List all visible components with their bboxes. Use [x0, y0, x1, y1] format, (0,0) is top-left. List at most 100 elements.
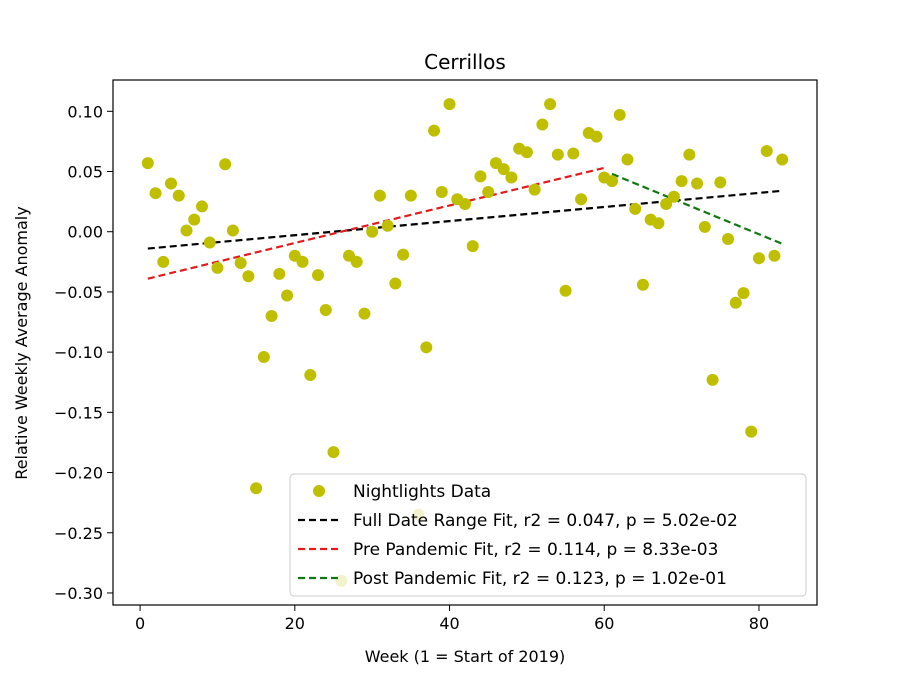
data-point: [188, 213, 201, 226]
y-tick-label: −0.15: [54, 403, 103, 422]
data-point: [575, 193, 588, 206]
data-point: [350, 255, 363, 268]
data-point: [621, 153, 634, 166]
data-point: [157, 255, 170, 268]
data-point: [428, 124, 441, 137]
data-point: [474, 170, 487, 183]
data-point: [752, 252, 765, 265]
data-point: [745, 425, 758, 438]
x-tick-label: 60: [594, 614, 614, 633]
data-point: [768, 249, 781, 262]
legend-label: Nightlights Data: [353, 482, 491, 502]
y-tick-label: 0.00: [67, 223, 103, 242]
data-point: [172, 189, 185, 202]
data-point: [706, 373, 719, 386]
y-tick-label: −0.10: [54, 343, 103, 362]
data-point: [242, 270, 255, 283]
data-point: [729, 296, 742, 309]
data-point: [551, 148, 564, 161]
data-point: [482, 185, 495, 198]
data-point: [466, 240, 479, 253]
data-point: [219, 158, 232, 171]
data-point: [203, 236, 216, 249]
x-axis-ticks: 0 20 40 60 80: [135, 605, 769, 633]
y-tick-label: −0.20: [54, 464, 103, 483]
data-point: [312, 269, 325, 282]
fit-line-2: [147, 166, 605, 280]
data-point: [273, 267, 286, 280]
data-point: [544, 98, 557, 111]
data-point: [296, 255, 309, 268]
y-axis-label: Relative Weekly Average Anomaly: [12, 206, 31, 479]
data-point: [675, 175, 688, 188]
data-point: [211, 261, 224, 274]
data-point: [420, 341, 433, 354]
y-tick-label: 0.10: [67, 102, 103, 121]
data-point: [373, 189, 386, 202]
data-point: [536, 118, 549, 131]
data-point: [613, 108, 626, 121]
data-point: [691, 177, 704, 190]
plot-frame: [112, 79, 818, 606]
data-points: [141, 98, 789, 587]
data-point: [257, 350, 270, 363]
data-point: [520, 146, 533, 159]
x-tick-label: 80: [749, 614, 769, 633]
x-axis-label: Week (1 = Start of 2019): [365, 647, 566, 666]
data-point: [497, 163, 510, 176]
data-point: [667, 190, 680, 203]
data-point: [397, 248, 410, 261]
fit-line-3: [611, 172, 783, 245]
legend-label: Pre Pandemic Fit, r2 = 0.114, p = 8.33e-…: [353, 540, 718, 560]
data-point: [652, 217, 665, 230]
data-point: [327, 446, 340, 459]
data-point: [559, 284, 572, 297]
data-point: [234, 257, 247, 270]
data-point: [195, 200, 208, 213]
data-point: [265, 310, 278, 323]
data-point: [505, 171, 518, 184]
data-point: [443, 98, 456, 111]
data-point: [760, 145, 773, 158]
data-point: [776, 153, 789, 166]
data-point: [737, 287, 750, 300]
y-tick-label: −0.05: [54, 283, 103, 302]
x-tick-label: 40: [439, 614, 459, 633]
data-point: [722, 232, 735, 245]
data-point: [698, 220, 711, 233]
y-tick-label: −0.30: [54, 584, 103, 603]
legend-label: Post Pandemic Fit, r2 = 0.123, p = 1.02e…: [353, 569, 727, 589]
data-point: [683, 148, 696, 161]
x-tick-label: 0: [135, 614, 145, 633]
y-axis-ticks: −0.30 −0.25 −0.20 −0.15 −0.10 −0.05 0.00 0.05 0.…: [54, 102, 113, 603]
y-tick-label: 0.05: [67, 163, 103, 182]
data-point: [660, 198, 673, 211]
data-point: [567, 147, 580, 160]
legend-label: Full Date Range Fit, r2 = 0.047, p = 5.0…: [353, 511, 738, 531]
data-point: [629, 202, 642, 215]
data-point: [389, 277, 402, 290]
y-tick-label: −0.25: [54, 524, 103, 543]
data-point: [590, 130, 603, 143]
data-point: [319, 303, 332, 316]
data-point: [180, 224, 193, 237]
legend-marker-points: [313, 485, 325, 497]
data-point: [149, 187, 162, 200]
legend-box: [289, 473, 807, 597]
data-point: [714, 176, 727, 189]
data-point: [605, 175, 618, 188]
data-point: [404, 189, 417, 202]
data-point: [165, 177, 178, 190]
data-point: [435, 185, 448, 198]
data-point: [226, 224, 239, 237]
legend: Nightlights Data Full Date Range Fit, r2 …: [289, 473, 807, 597]
data-point: [304, 369, 317, 382]
x-tick-label: 20: [285, 614, 305, 633]
data-point: [636, 278, 649, 291]
chart-title: Cerrillos: [424, 50, 506, 74]
data-point: [281, 289, 294, 302]
data-point: [528, 183, 541, 196]
data-point: [358, 307, 371, 320]
data-point: [141, 157, 154, 170]
